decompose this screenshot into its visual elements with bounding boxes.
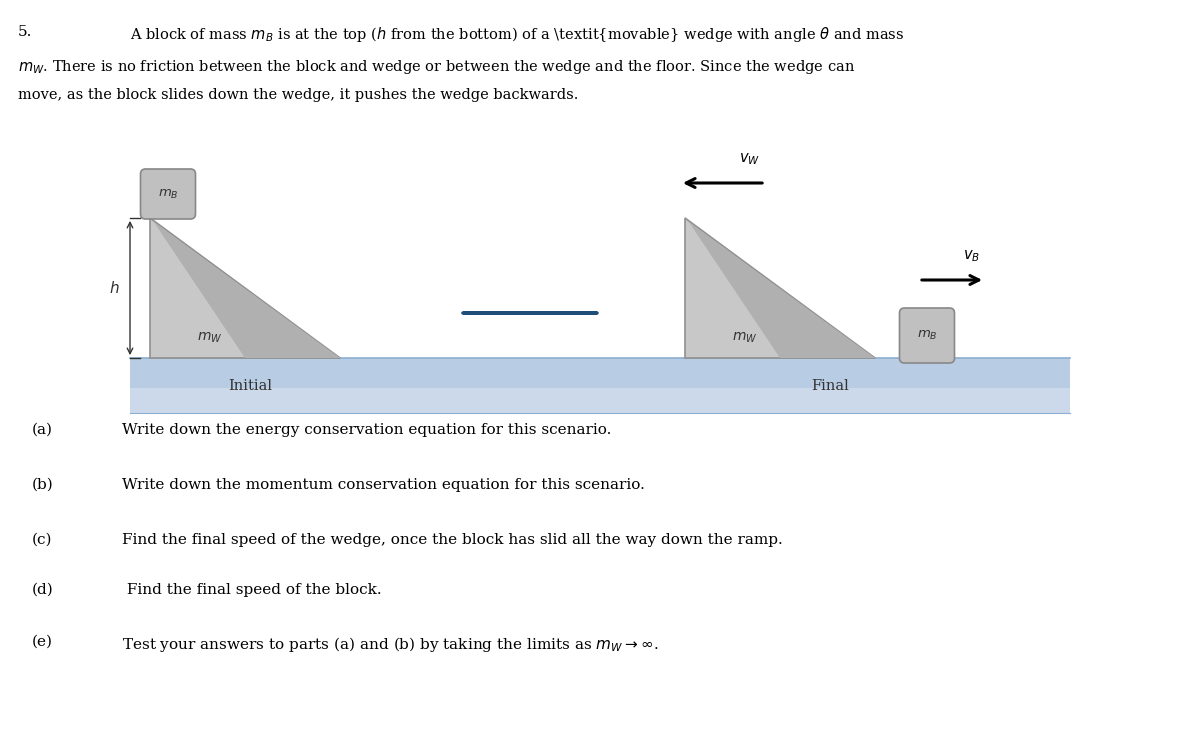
Text: $v_W$: $v_W$ (739, 151, 761, 167)
Text: 5.: 5. (18, 25, 32, 39)
Text: Write down the momentum conservation equation for this scenario.: Write down the momentum conservation equ… (122, 478, 644, 492)
Polygon shape (689, 222, 875, 358)
Bar (130, 388, 1070, 413)
Text: $m_W$: $m_W$ (197, 331, 223, 345)
Text: Test your answers to parts (a) and (b) by taking the limits as $m_W \rightarrow : Test your answers to parts (a) and (b) b… (122, 635, 659, 654)
Polygon shape (685, 218, 875, 358)
Polygon shape (154, 222, 340, 358)
Bar (130, 358, 1070, 413)
Text: $h$: $h$ (109, 280, 120, 296)
Text: $v_B$: $v_B$ (964, 248, 980, 264)
Text: Final: Final (811, 378, 848, 392)
Text: Find the final speed of the wedge, once the block has slid all the way down the : Find the final speed of the wedge, once … (122, 533, 782, 547)
Text: (d): (d) (32, 583, 54, 597)
FancyBboxPatch shape (140, 169, 196, 219)
Text: $m_W$: $m_W$ (732, 331, 757, 345)
Text: $m_W$. There is no friction between the block and wedge or between the wedge and: $m_W$. There is no friction between the … (18, 58, 856, 76)
Text: $m_B$: $m_B$ (157, 188, 179, 201)
Text: (a): (a) (32, 423, 53, 437)
Text: (c): (c) (32, 533, 53, 547)
Text: move, as the block slides down the wedge, it pushes the wedge backwards.: move, as the block slides down the wedge… (18, 88, 578, 102)
FancyBboxPatch shape (900, 308, 954, 363)
Text: (b): (b) (32, 478, 54, 492)
Text: Initial: Initial (228, 378, 272, 392)
Polygon shape (150, 218, 340, 358)
Text: (e): (e) (32, 635, 53, 649)
Text: A block of mass $m_B$ is at the top ($h$ from the bottom) of a \textit{movable} : A block of mass $m_B$ is at the top ($h$… (130, 25, 904, 44)
Text: Find the final speed of the block.: Find the final speed of the block. (122, 583, 382, 597)
Text: Write down the energy conservation equation for this scenario.: Write down the energy conservation equat… (122, 423, 611, 437)
Text: $m_B$: $m_B$ (917, 329, 937, 342)
